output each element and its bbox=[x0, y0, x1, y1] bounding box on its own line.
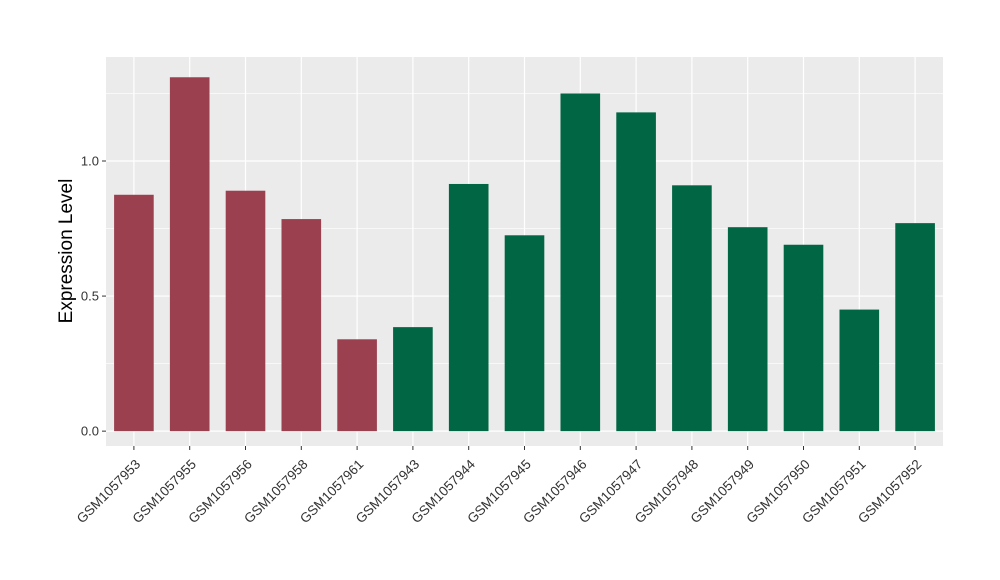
bar-GSM1057943 bbox=[393, 327, 433, 432]
bar-GSM1057944 bbox=[448, 183, 489, 432]
bar-GSM1057958 bbox=[281, 219, 322, 432]
bar-GSM1057950 bbox=[783, 244, 824, 432]
bar-GSM1057953 bbox=[114, 194, 154, 432]
y-axis-title: Expression Level bbox=[56, 179, 77, 324]
bar-GSM1057946 bbox=[560, 93, 601, 432]
y-tick-label: 0.5 bbox=[81, 289, 99, 304]
y-tick-label: 1.0 bbox=[81, 154, 99, 169]
y-axis: 0.0 0.5 1.0 bbox=[81, 154, 106, 439]
bar-GSM1057949 bbox=[727, 227, 768, 432]
x-axis: GSM1057953GSM1057955GSM1057956GSM1057958… bbox=[74, 446, 924, 526]
bar-GSM1057947 bbox=[616, 112, 656, 432]
bar-GSM1057961 bbox=[337, 339, 377, 432]
bar-GSM1057955 bbox=[169, 77, 210, 432]
bar-GSM1057948 bbox=[672, 185, 712, 432]
bars bbox=[114, 77, 935, 432]
bar-GSM1057951 bbox=[839, 309, 880, 432]
bar-GSM1057952 bbox=[895, 223, 935, 432]
bar-GSM1057945 bbox=[504, 235, 545, 432]
bar-GSM1057956 bbox=[225, 190, 266, 432]
y-tick-label: 0.0 bbox=[81, 424, 99, 439]
